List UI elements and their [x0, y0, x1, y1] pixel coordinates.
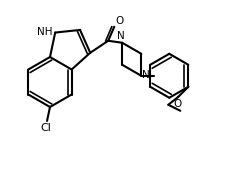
Text: O: O [173, 99, 182, 109]
Text: N: N [142, 70, 150, 80]
Text: N: N [117, 31, 125, 41]
Text: O: O [115, 16, 124, 26]
Text: Cl: Cl [41, 123, 52, 133]
Text: NH: NH [37, 27, 52, 36]
